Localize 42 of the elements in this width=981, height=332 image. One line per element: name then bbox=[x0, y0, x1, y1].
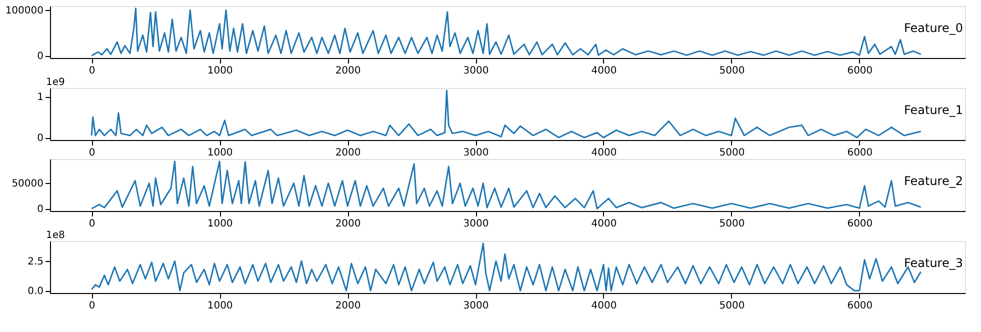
y-tick-label: 0 bbox=[37, 133, 44, 144]
x-tick-label: 4000 bbox=[591, 148, 617, 158]
text: Feature_1 bbox=[904, 103, 963, 117]
y-tick-label: 0 bbox=[37, 51, 44, 62]
y-tick-label: 0 bbox=[37, 204, 44, 216]
text: Feature_0 bbox=[904, 21, 963, 35]
x-tick-label: 2000 bbox=[335, 66, 361, 76]
x-tick-label: 4000 bbox=[591, 300, 617, 312]
text: Feature_2 bbox=[904, 174, 963, 188]
x-tick-label: 0 bbox=[88, 148, 96, 158]
y-tick-label: 0.0 bbox=[28, 286, 44, 298]
x-tick-label: 1000 bbox=[207, 300, 233, 312]
x-tick-label: 6000 bbox=[847, 148, 873, 158]
x-tick-label: 3000 bbox=[463, 218, 489, 230]
y-tick-label: 100000 bbox=[5, 6, 44, 17]
text: Feature_3 bbox=[904, 256, 963, 270]
y-tick-label: 50000 bbox=[12, 178, 44, 190]
x-tick-label: 5000 bbox=[719, 218, 745, 230]
x-tick-label: 0 bbox=[88, 66, 96, 76]
x-tick-label: 6000 bbox=[847, 66, 873, 76]
x-tick-label: 0 bbox=[88, 218, 96, 230]
x-tick-label: 1000 bbox=[207, 66, 233, 76]
x-tick-label: 3000 bbox=[463, 66, 489, 76]
x-tick-label: 5000 bbox=[719, 148, 745, 158]
x-tick-label: 3000 bbox=[463, 300, 489, 312]
x-tick-label: 5000 bbox=[719, 300, 745, 312]
x-tick-label: 2000 bbox=[335, 300, 361, 312]
x-tick-label: 2000 bbox=[335, 148, 361, 158]
x-tick-label: 4000 bbox=[591, 66, 617, 76]
x-tick-label: 1000 bbox=[207, 218, 233, 230]
x-tick-label: 6000 bbox=[847, 300, 873, 312]
text: 1e8 bbox=[46, 230, 65, 241]
x-tick-label: 6000 bbox=[847, 218, 873, 230]
y-tick-label: 1 bbox=[37, 92, 44, 104]
x-tick-label: 2000 bbox=[335, 218, 361, 230]
text: 1e9 bbox=[46, 77, 65, 88]
x-tick-label: 3000 bbox=[463, 148, 489, 158]
x-tick-label: 1000 bbox=[207, 148, 233, 158]
y-tick-label: 2.5 bbox=[28, 256, 44, 268]
x-tick-label: 4000 bbox=[591, 218, 617, 230]
x-tick-label: 5000 bbox=[719, 66, 745, 76]
x-tick-label: 0 bbox=[88, 300, 96, 312]
